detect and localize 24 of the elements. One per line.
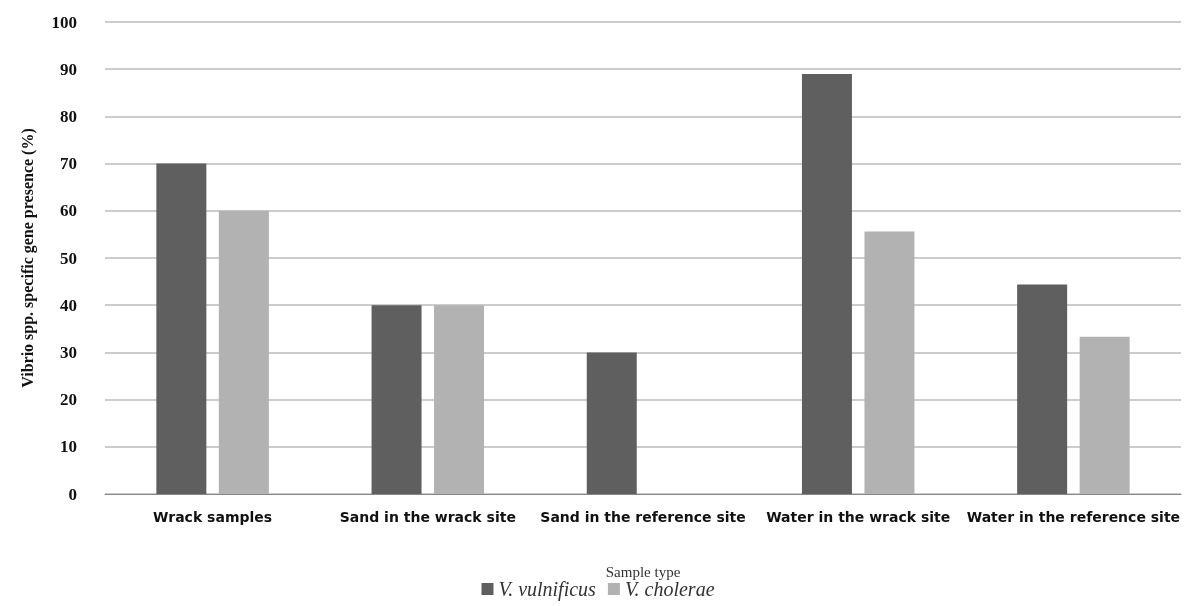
legend-label: V. vulnificus	[498, 578, 597, 601]
x-tick-label: Water in the wrack site	[766, 509, 951, 525]
y-axis-title: Vibrio spp. specific gene presence (%)	[18, 128, 37, 388]
y-tick-label: 30	[60, 342, 77, 362]
bar	[1017, 284, 1068, 494]
bar	[801, 73, 852, 494]
x-tick-label: Wrack samples	[153, 509, 273, 525]
y-tick-label: 90	[60, 59, 77, 79]
y-tick-label: 50	[60, 248, 77, 268]
y-tick-label: 80	[60, 106, 77, 126]
y-tick-label: 100	[51, 12, 77, 32]
y-tick-label: 0	[68, 484, 77, 504]
y-tick-label: 60	[60, 201, 77, 221]
y-tick-label: 70	[60, 154, 77, 174]
y-tick-label: 40	[60, 295, 77, 315]
x-tick-label: Water in the reference site	[966, 509, 1181, 525]
y-tick-label: 20	[60, 390, 77, 410]
x-axis-title: Sample type	[605, 563, 681, 580]
y-tick-label: 10	[60, 437, 77, 457]
bar	[371, 305, 422, 494]
x-tick-label: Sand in the wrack site	[339, 509, 516, 525]
bar	[586, 352, 637, 494]
bar	[156, 163, 207, 494]
x-tick-label: Sand in the reference site	[540, 509, 746, 525]
